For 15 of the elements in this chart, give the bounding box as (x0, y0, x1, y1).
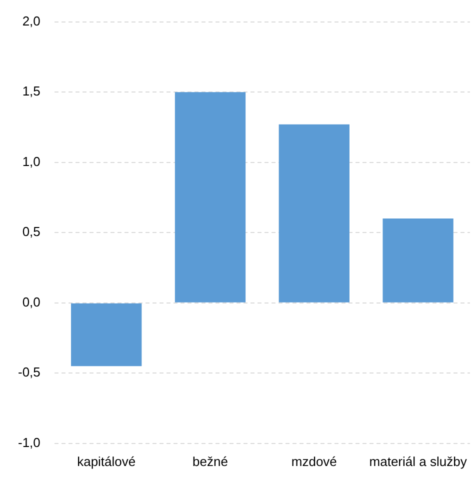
x-tick-label: mzdové (291, 454, 337, 469)
y-tick-label: 2,0 (22, 13, 40, 28)
x-tick-label: kapitálové (77, 454, 136, 469)
y-tick-label: -1,0 (18, 434, 40, 450)
bar (278, 124, 350, 302)
bar (174, 92, 246, 302)
x-tick-label: bežné (192, 454, 228, 469)
y-tick-label: 0,5 (22, 224, 40, 240)
y-tick-label: -0,5 (18, 364, 40, 380)
y-tick-label: 1,0 (22, 154, 40, 169)
y-tick-label: 0,0 (22, 294, 40, 310)
bar (71, 303, 142, 366)
x-tick-label: materiál a služby (369, 454, 468, 469)
y-tick-label: 1,5 (22, 84, 40, 99)
bar (382, 218, 454, 302)
